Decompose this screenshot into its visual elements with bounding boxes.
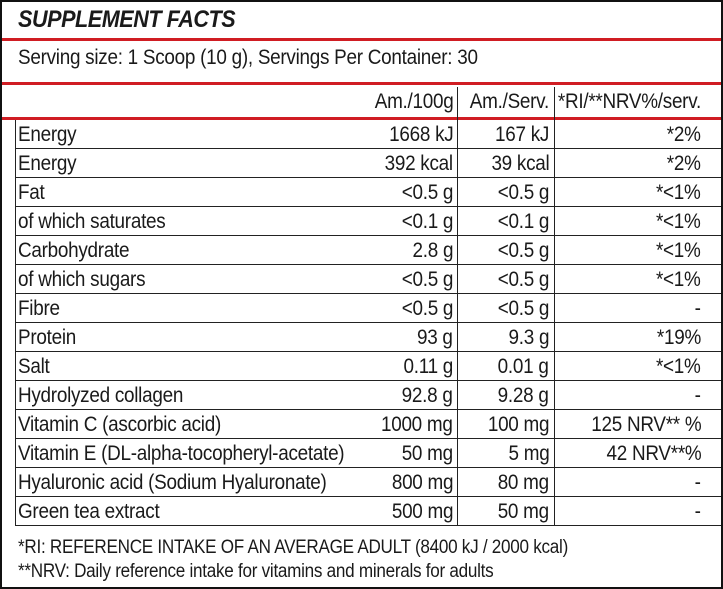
row-divider	[15, 467, 721, 468]
ri-nrv-percent: -	[694, 500, 701, 523]
ri-nrv-percent: 125 NRV** %	[590, 413, 701, 436]
amount-per-100g: <0.5 g	[401, 268, 454, 291]
amount-per-serving: <0.5 g	[497, 181, 550, 204]
amount-per-serving: <0.1 g	[497, 210, 550, 233]
amount-per-100g: 50 mg	[401, 442, 453, 465]
nutrient-name: Carbohydrate	[18, 239, 130, 262]
footnote-ri: *RI: REFERENCE INTAKE OF AN AVERAGE ADUL…	[18, 537, 569, 558]
amount-per-100g: 1668 kJ	[388, 123, 454, 146]
amount-per-100g: 392 kcal	[384, 152, 454, 175]
amount-per-100g: <0.5 g	[401, 297, 454, 320]
ri-nrv-percent: *<1%	[656, 181, 701, 204]
nutrient-name: Energy	[18, 123, 77, 146]
nutrient-name: Hyaluronic acid (Sodium Hyaluronate)	[18, 471, 327, 494]
amount-per-serving: 39 kcal	[490, 152, 549, 175]
table-left-border	[15, 120, 16, 525]
amount-per-100g: 500 mg	[391, 500, 454, 523]
row-divider	[15, 264, 721, 265]
ri-nrv-percent: *<1%	[656, 355, 701, 378]
row-divider	[15, 380, 721, 381]
amount-per-100g: 92.8 g	[402, 384, 453, 407]
row-divider	[15, 148, 721, 149]
panel-title: SUPPLEMENT FACTS	[18, 6, 236, 33]
ri-nrv-percent: *19%	[656, 326, 701, 349]
header-ri-nrv: *RI/**NRV%/serv.	[557, 90, 701, 113]
amount-per-serving: 9.3 g	[508, 326, 549, 349]
nutrient-name: Fat	[18, 181, 45, 204]
nutrient-name: Hydrolyzed collagen	[18, 384, 184, 407]
row-divider	[15, 409, 721, 410]
amount-per-serving: 50 mg	[497, 500, 549, 523]
footnote-nrv: **NRV: Daily reference intake for vitami…	[18, 561, 494, 582]
amount-per-100g: 2.8 g	[412, 239, 453, 262]
row-divider	[15, 322, 721, 323]
header-per-100g: Am./100g	[374, 90, 453, 113]
row-divider	[15, 438, 721, 439]
ri-nrv-percent: *<1%	[656, 268, 701, 291]
ri-nrv-percent: -	[694, 471, 701, 494]
serving-info: Serving size: 1 Scoop (10 g), Servings P…	[18, 46, 478, 69]
amount-per-serving: <0.5 g	[497, 239, 550, 262]
nutrient-name: Fibre	[18, 297, 60, 320]
amount-per-100g: <0.5 g	[401, 181, 454, 204]
ri-nrv-percent: *2%	[667, 152, 701, 175]
nutrient-name: Vitamin C (ascorbic acid)	[18, 413, 221, 436]
nutrient-name: of which sugars	[18, 268, 146, 291]
row-divider	[15, 496, 721, 497]
ri-nrv-percent: *2%	[667, 123, 701, 146]
ri-nrv-percent: *<1%	[656, 210, 701, 233]
header-accent-rule	[2, 117, 721, 120]
column-divider-serving	[554, 87, 555, 525]
row-divider	[15, 177, 721, 178]
amount-per-100g: 800 mg	[391, 471, 454, 494]
ri-nrv-percent: -	[694, 297, 701, 320]
ri-nrv-percent: 42 NRV**%	[606, 442, 701, 465]
amount-per-serving: 9.28 g	[498, 384, 549, 407]
amount-per-serving: 100 mg	[487, 413, 550, 436]
amount-per-100g: 93 g	[417, 326, 453, 349]
nutrient-name: Energy	[18, 152, 77, 175]
amount-per-serving: <0.5 g	[497, 268, 550, 291]
nutrient-name: Vitamin E (DL-alpha-tocopheryl-acetate)	[18, 442, 345, 465]
amount-per-serving: 167 kJ	[494, 123, 549, 146]
nutrient-name: of which saturates	[18, 210, 166, 233]
top-accent-rule	[2, 38, 721, 41]
amount-per-100g: 0.11 g	[403, 355, 453, 378]
row-divider	[15, 206, 721, 207]
row-divider	[15, 351, 721, 352]
ri-nrv-percent: *<1%	[656, 239, 701, 262]
row-divider	[15, 293, 721, 294]
amount-per-100g: 1000 mg	[381, 413, 453, 436]
ri-nrv-percent: -	[694, 384, 701, 407]
amount-per-serving: <0.5 g	[497, 297, 550, 320]
column-divider-100g	[457, 87, 458, 525]
amount-per-100g: <0.1 g	[401, 210, 454, 233]
amount-per-serving: 5 mg	[508, 442, 549, 465]
amount-per-serving: 0.01 g	[498, 355, 549, 378]
amount-per-serving: 80 mg	[497, 471, 549, 494]
serving-accent-rule	[2, 82, 721, 85]
row-divider	[15, 235, 721, 236]
nutrient-name: Green tea extract	[18, 500, 160, 523]
nutrient-name: Protein	[18, 326, 77, 349]
row-divider	[15, 525, 721, 526]
nutrient-name: Salt	[18, 355, 50, 378]
header-per-serving: Am./Serv.	[469, 90, 549, 113]
